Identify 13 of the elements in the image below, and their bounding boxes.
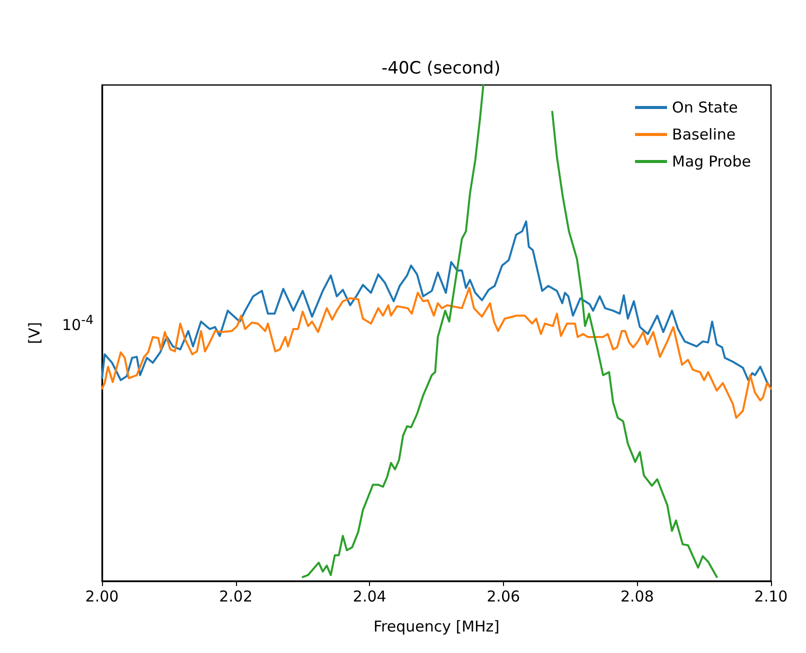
chart-title: -40C (second)	[382, 58, 500, 78]
x-tick-label: 2.10	[754, 588, 788, 606]
legend-label: On State	[672, 98, 738, 116]
legend-label: Baseline	[672, 126, 736, 144]
text: 10$^{-4}$	[62, 312, 94, 334]
legend-label: Mag Probe	[672, 152, 752, 170]
x-tick-label: 2.04	[352, 588, 386, 606]
x-tick-label: 2.00	[85, 588, 119, 606]
x-axis-title: Frequency [MHz]	[373, 618, 500, 636]
x-tick-label: 2.02	[219, 588, 253, 606]
x-tick-label: 2.08	[620, 588, 654, 606]
y-axis-title: [V]	[26, 322, 44, 344]
x-tick-label: 2.06	[486, 588, 520, 606]
